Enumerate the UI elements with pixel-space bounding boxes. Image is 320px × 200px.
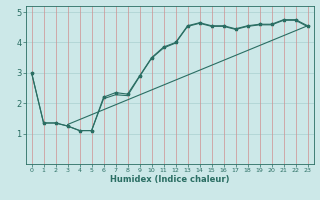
X-axis label: Humidex (Indice chaleur): Humidex (Indice chaleur) [110,175,229,184]
